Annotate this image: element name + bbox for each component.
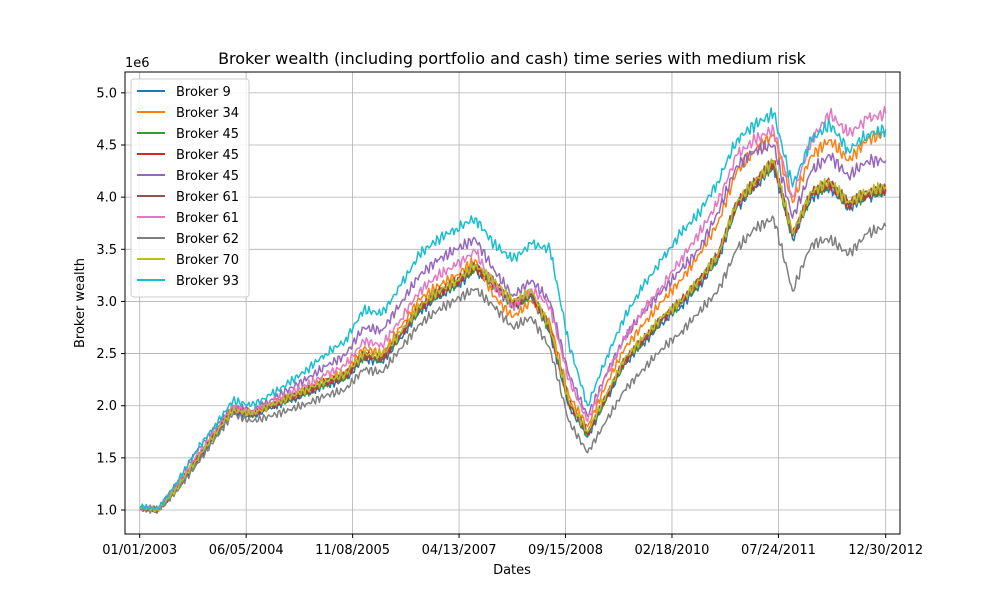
x-tick-label: 07/24/2011 — [741, 543, 816, 558]
legend-label: Broker 34 — [176, 106, 239, 121]
series-line — [139, 215, 887, 514]
series-line — [139, 160, 887, 513]
series-line — [139, 128, 887, 513]
series-line — [139, 106, 887, 513]
plot-frame — [124, 71, 901, 535]
legend-label: Broker 62 — [176, 232, 239, 247]
x-tick-label: 11/08/2005 — [315, 543, 390, 558]
legend-label: Broker 45 — [176, 169, 239, 184]
legend-label: Broker 45 — [176, 127, 239, 142]
series-line — [139, 160, 887, 513]
legend: Broker 9 Broker 34 Broker 45 Broker 45 Broke… — [130, 78, 250, 298]
y-tick-label: 3.5 — [96, 243, 117, 258]
series-lines — [139, 106, 887, 514]
x-tick-label: 09/15/2008 — [528, 543, 603, 558]
x-tick-label: 12/30/2012 — [848, 543, 923, 558]
series-line — [139, 107, 887, 511]
y-tick-label: 2.5 — [96, 347, 117, 362]
y-axis-label: Broker wealth — [73, 258, 88, 348]
legend-label: Broker 45 — [176, 148, 239, 163]
legend-label: Broker 61 — [176, 211, 239, 226]
series-line — [139, 159, 887, 514]
x-axis: 01/01/2003 06/05/2004 11/08/2005 04/13/2007… — [102, 534, 923, 558]
legend-label: Broker 9 — [176, 85, 231, 100]
y-tick-label: 2.0 — [96, 399, 117, 414]
x-axis-label: Dates — [493, 563, 531, 578]
x-tick-label: 01/01/2003 — [102, 543, 177, 558]
legend-label: Broker 70 — [176, 253, 239, 268]
y-tick-label: 1.5 — [96, 451, 117, 466]
x-tick-label: 02/18/2010 — [635, 543, 710, 558]
series-line — [139, 158, 887, 513]
chart-title: Broker wealth (including portfolio and c… — [218, 49, 807, 68]
x-tick-label: 06/05/2004 — [209, 543, 284, 558]
y-axis-offset-label: 1e6 — [125, 56, 150, 71]
series-line — [139, 161, 887, 514]
y-tick-label: 5.0 — [96, 86, 117, 101]
y-tick-label: 3.0 — [96, 295, 117, 310]
x-tick-label: 04/13/2007 — [422, 543, 497, 558]
y-axis: 1.0 1.5 2.0 2.5 3.0 3.5 4.0 4.5 5.0 — [96, 86, 125, 519]
y-tick-label: 4.0 — [96, 191, 117, 206]
y-tick-label: 1.0 — [96, 504, 117, 519]
y-tick-label: 4.5 — [96, 139, 117, 154]
legend-label: Broker 61 — [176, 190, 239, 205]
legend-label: Broker 93 — [176, 274, 239, 289]
